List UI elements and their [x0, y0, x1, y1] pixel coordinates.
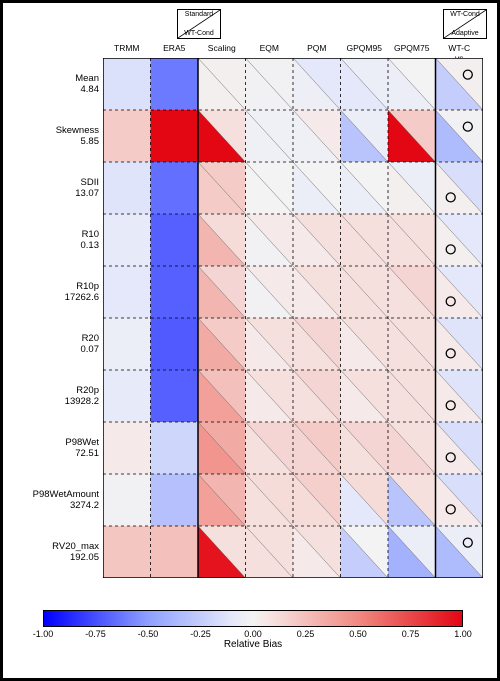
row-header: R200.07: [81, 333, 100, 355]
colorbar-tick: 0.50: [349, 629, 367, 639]
legend-boxes: StandardWT-Cond WT-CondAdaptive: [173, 9, 487, 41]
row-header: R20p13928.2: [65, 385, 99, 407]
row-headers: Mean4.84 Skewness5.85 SDII13.07 R100.13 R10p…: [3, 58, 101, 578]
colorbar-tick: -0.25: [190, 629, 211, 639]
col-header: GPQM75: [394, 43, 429, 53]
colorbar-tick: 0.00: [244, 629, 262, 639]
figure: StandardWT-Cond WT-CondAdaptive TRMM ERA5 S…: [0, 0, 500, 681]
colorbar-tick: -0.50: [138, 629, 159, 639]
colorbar: -1.00-0.75-0.50-0.250.000.250.500.751.00…: [43, 610, 463, 660]
col-header: Scaling: [208, 43, 236, 53]
heatmap-svg: [103, 58, 483, 578]
colorbar-tick: 0.25: [297, 629, 315, 639]
row-header: RV20_max192.05: [52, 541, 99, 563]
row-header: R10p17262.6: [65, 281, 99, 303]
col-header: PQM: [307, 43, 326, 53]
col-header: ERA5: [163, 43, 185, 53]
colorbar-tick: -1.00: [33, 629, 54, 639]
col-header: EQM: [260, 43, 279, 53]
heatmap-grid: [103, 58, 483, 578]
col-header: TRMM: [114, 43, 140, 53]
colorbar-tick: -0.75: [85, 629, 106, 639]
colorbar-title: Relative Bias: [43, 639, 463, 650]
row-header: P98WetAmount3274.2: [33, 489, 99, 511]
row-header: Mean4.84: [75, 73, 99, 95]
colorbar-tick: 0.75: [402, 629, 420, 639]
row-header: SDII13.07: [75, 177, 99, 199]
row-header: Skewness5.85: [56, 125, 99, 147]
col-header: GPQM95: [347, 43, 382, 53]
row-header: R100.13: [81, 229, 100, 251]
row-header: P98Wet72.51: [65, 437, 99, 459]
colorbar-tick: 1.00: [454, 629, 472, 639]
legend-key: WT-CondAdaptive: [443, 9, 487, 39]
legend-key: StandardWT-Cond: [177, 9, 221, 39]
column-headers: TRMMERA5ScalingEQMPQMGPQM95GPQM75WT-C vs…: [103, 43, 483, 57]
